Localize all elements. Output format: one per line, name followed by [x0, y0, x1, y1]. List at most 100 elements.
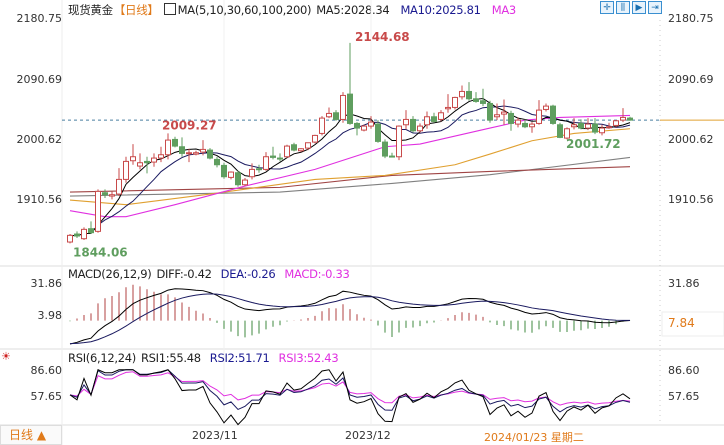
rsi-legend: RSI(6,12,24) RSI1:55.48 RSI2:51.71 RSI3:52.… [68, 351, 343, 365]
candle-up [424, 116, 430, 126]
candle-up [200, 148, 206, 153]
candle-up [284, 145, 290, 158]
candle-up [585, 123, 591, 129]
candle-up [305, 142, 311, 149]
price-tick-right: 2000.62 [668, 133, 714, 146]
price-tick-left: 2180.75 [16, 12, 63, 25]
candle-down [578, 122, 584, 129]
macd-current-label: 7.84 [668, 316, 695, 330]
crosshair-icon[interactable]: ✛ [600, 1, 614, 14]
candle-up [445, 106, 451, 110]
macd-tick-left: 3.98 [37, 309, 63, 322]
rsi24-line [69, 371, 631, 406]
period-toggle-button[interactable]: 日线 ▲ [0, 425, 62, 445]
candle-down [592, 123, 598, 133]
candle-down [550, 105, 556, 124]
candle-up [242, 179, 248, 186]
macd-params: MACD(26,12,9) [68, 267, 152, 281]
candle-up [263, 156, 269, 170]
candle-up [165, 139, 171, 156]
candle-down [277, 157, 283, 160]
macd-tick-left: 31.86 [30, 277, 63, 290]
macd-tick-right: 31.86 [668, 277, 700, 290]
rsi-params: RSI(6,12,24) [68, 351, 136, 365]
ma10-line [69, 105, 631, 237]
price-tick-right: 1910.56 [668, 193, 714, 206]
candle-down [410, 118, 416, 132]
candle-down [473, 98, 479, 102]
candle-down [354, 122, 360, 129]
candle-down [480, 100, 486, 104]
candle-up [130, 156, 136, 162]
candle-down [466, 90, 472, 100]
candle-up [312, 134, 318, 143]
candle-up [396, 125, 402, 158]
indicator-settings-sun-icon[interactable]: ☀ [1, 350, 11, 363]
rsi-tick-right: 57.65 [668, 390, 700, 403]
macd-label-box [661, 311, 724, 337]
candle-down [172, 138, 178, 147]
candle-up [319, 117, 325, 134]
candle-up [368, 121, 374, 127]
rsi12-line [69, 369, 631, 413]
candle-up [536, 109, 542, 124]
candle-down [235, 172, 241, 186]
ma200-line [69, 156, 631, 197]
step-forward-icon[interactable]: ▶ [632, 1, 646, 14]
macd-value: MACD:-0.33 [284, 267, 350, 281]
candle-up [193, 152, 199, 155]
candle-up [571, 124, 577, 128]
candle-down [207, 149, 213, 159]
candle-up [403, 118, 409, 126]
instrument-name: 现货黄金 [68, 3, 113, 17]
chart-toolbar: ✛ ⫼ ▶ ⇥ [600, 1, 662, 14]
macd-diff: DIFF:-0.42 [156, 267, 212, 281]
end-icon[interactable]: ⇥ [648, 1, 662, 14]
rsi3-value: RSI3:52.43 [278, 351, 339, 365]
price-tick-left: 2000.62 [16, 133, 63, 146]
candle-up [228, 171, 234, 178]
ma10-value: MA10:2025.81 [400, 3, 481, 17]
candle-up [501, 111, 507, 115]
candle-down [270, 155, 276, 158]
zoom-in-icon[interactable]: ⫼ [616, 1, 630, 14]
candle-down [389, 155, 395, 158]
indicator-settings-icon[interactable] [163, 3, 176, 15]
candle-down [431, 116, 437, 122]
ma30-value: MA3 [491, 3, 517, 17]
candle-up [613, 120, 619, 126]
ma60-line [69, 128, 631, 206]
current-date-label: 2024/01/23 星期二 [484, 431, 584, 444]
price-annotation: 2009.27 [162, 118, 217, 132]
main-legend: 现货黄金【日线】 MA(5,10,30,60,100,200) MA5:2028.3… [68, 2, 521, 18]
candle-up [81, 228, 87, 240]
candle-up [494, 114, 500, 118]
candle-up [606, 126, 612, 129]
candle-down [144, 160, 150, 164]
candle-up [137, 162, 143, 167]
price-tick-left: 2090.69 [16, 73, 63, 86]
candle-up [340, 94, 346, 120]
candle-up [452, 96, 458, 108]
candle-up [116, 178, 122, 195]
candle-down [522, 122, 528, 128]
candle-up [515, 119, 521, 125]
candle-down [375, 123, 381, 142]
candle-up [543, 105, 549, 110]
candle-up [249, 168, 255, 178]
price-tick-right: 2090.69 [668, 73, 714, 86]
candle-up [95, 190, 101, 232]
x-label-nov: 2023/11 [192, 429, 238, 442]
rsi6-line [69, 369, 631, 426]
x-label-dec: 2023/12 [345, 429, 391, 442]
candle-down [508, 112, 514, 124]
candle-up [123, 160, 129, 180]
candle-up [361, 125, 367, 131]
price-annotation: 2001.72 [566, 137, 621, 151]
candle-down [214, 158, 220, 166]
candle-down [487, 102, 493, 121]
ma30-line [69, 114, 631, 218]
candle-down [627, 117, 633, 121]
rsi1-value: RSI1:55.48 [140, 351, 201, 365]
